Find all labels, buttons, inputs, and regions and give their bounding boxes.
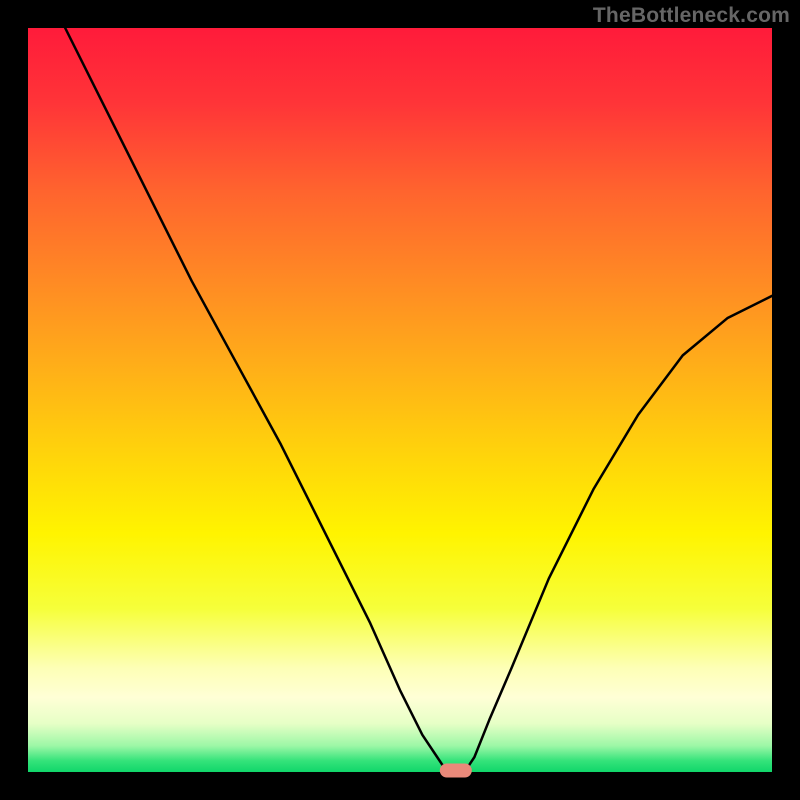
- minimum-marker: [440, 764, 472, 778]
- chart-container: TheBottleneck.com: [0, 0, 800, 800]
- chart-svg: [0, 0, 800, 800]
- plot-area: [28, 28, 772, 772]
